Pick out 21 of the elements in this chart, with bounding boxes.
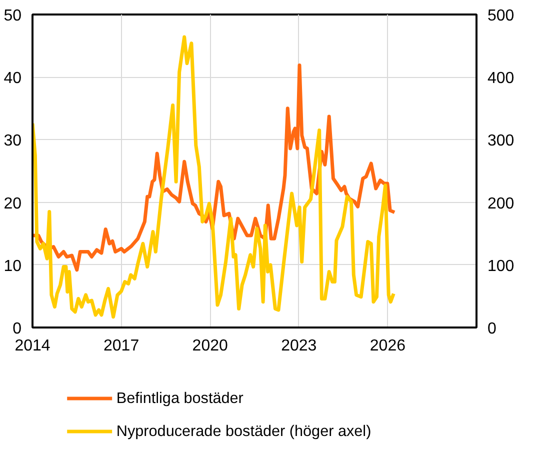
y-tick-label: 40 — [4, 70, 22, 88]
legend-label: Befintliga bostäder — [116, 390, 244, 407]
y-tick-label: 10 — [4, 258, 22, 275]
y2-tick-label: 100 — [488, 258, 514, 275]
x-tick-label: 2026 — [370, 338, 406, 354]
y-tick-label: 20 — [4, 195, 22, 212]
x-tick-label: 2014 — [14, 338, 50, 354]
y2-tick-label: 300 — [488, 132, 514, 150]
x-tick-label: 2020 — [192, 338, 228, 354]
y-tick-label: 50 — [4, 8, 22, 24]
line-series — [32, 35, 396, 319]
x-tick-label: 2017 — [104, 338, 140, 354]
legend-label: Nyproducerade bostäder (höger axel) — [116, 423, 372, 440]
y2-tick-label: 200 — [488, 195, 514, 212]
y-tick-label: 0 — [12, 320, 22, 338]
y2-tick-label: 500 — [488, 8, 514, 24]
y-tick-label: 30 — [4, 132, 22, 150]
y2-tick-label: 400 — [488, 70, 514, 88]
x-tick-label: 2023 — [281, 338, 317, 354]
y2-tick-label: 0 — [488, 320, 496, 338]
line-series — [32, 63, 396, 272]
